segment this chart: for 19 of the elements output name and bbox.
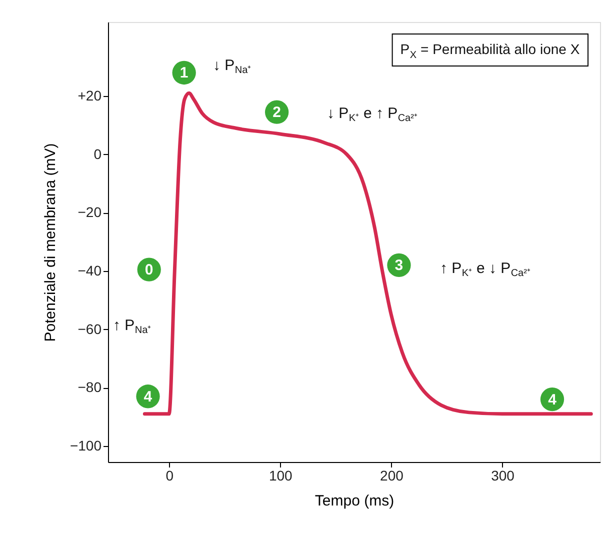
annotation: 4 xyxy=(144,388,153,406)
annotation: 4 xyxy=(548,391,558,408)
x-tick-label: 0 xyxy=(166,468,174,484)
annotation: 0 xyxy=(144,262,154,279)
y-tick-label: −100 xyxy=(70,437,102,454)
y-tick-label: 0 xyxy=(94,146,102,162)
x-axis-title: Tempo (ms) xyxy=(314,492,394,510)
x-tick-label: 100 xyxy=(268,468,293,484)
x-tick-label: 300 xyxy=(491,468,515,484)
y-tick-label: −20 xyxy=(78,204,102,220)
x-tick-label: 200 xyxy=(380,468,404,484)
y-tick-label: −40 xyxy=(78,262,102,279)
annotation: 1 xyxy=(180,64,188,82)
annotation: 3 xyxy=(394,257,404,274)
annotation: 2 xyxy=(272,104,281,122)
y-axis-title: Potenziale di membrana (mV) xyxy=(42,143,59,342)
y-tick-label: −80 xyxy=(78,379,102,396)
y-tick-label: +20 xyxy=(78,88,102,104)
y-tick-label: −60 xyxy=(78,320,102,337)
